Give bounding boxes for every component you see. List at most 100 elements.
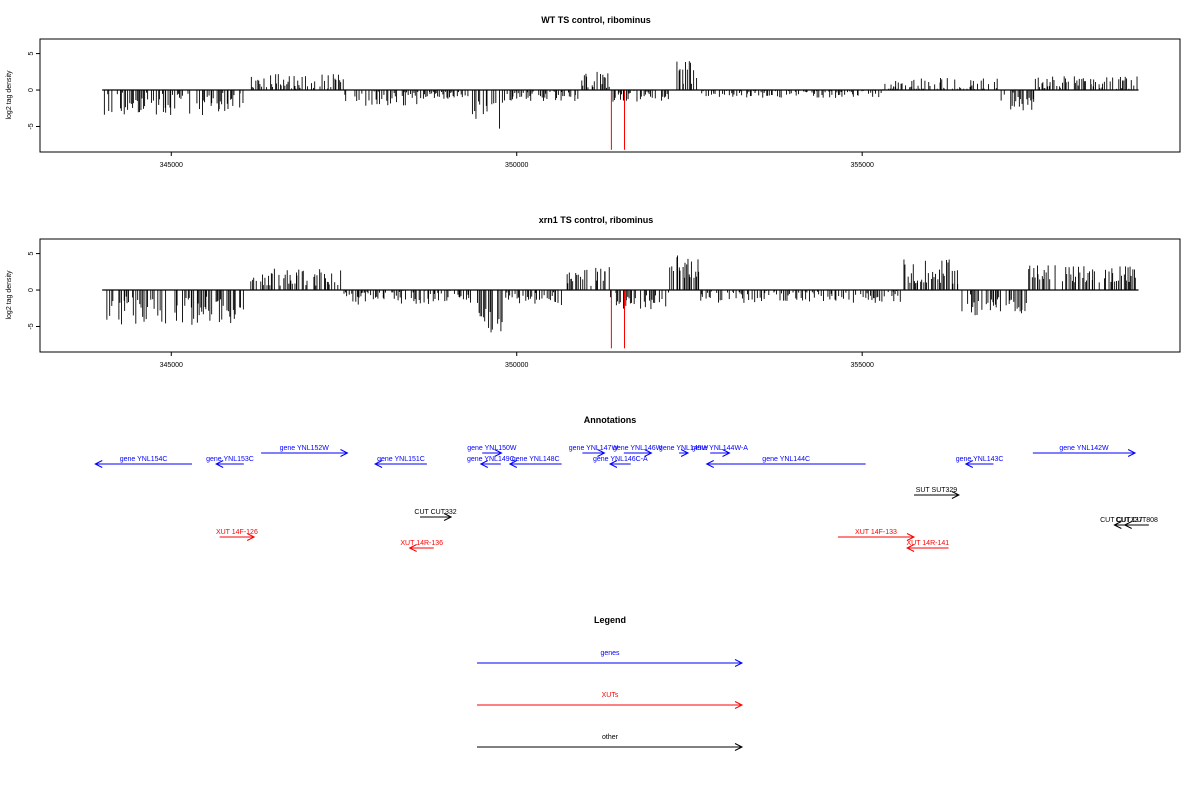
annotation-label: SUT SUT329 [916, 487, 958, 494]
arrow-head [608, 460, 618, 468]
arrow-head [215, 460, 224, 468]
arrow-head [1123, 521, 1132, 529]
wt-density-panel: WT TS control, ribominus log2 tag densit… [6, 15, 1181, 169]
legend-label: other [602, 734, 619, 741]
arrow-head [373, 460, 383, 468]
annotation-label: gene YNL148C [512, 456, 560, 463]
panel-title: WT TS control, ribominus [541, 15, 651, 25]
x-axis: 345000 350000 355000 [160, 151, 874, 169]
y-axis-label: log2 tag density [6, 270, 13, 320]
legend-entry: genes [477, 650, 744, 667]
xrn1-density-panel: xrn1 TS control, ribominus log2 tag dens… [6, 215, 1181, 369]
annotation-label: XUT 14F-126 [216, 529, 258, 536]
legend-entry: XUTs [477, 692, 744, 709]
annotation-feature: gene YNL153C [206, 456, 254, 468]
arrow-head [644, 449, 653, 457]
arrow-head [734, 743, 744, 751]
annotation-feature: XUT 14R-136 [400, 540, 443, 552]
annotation-feature: gene YNL144C [705, 456, 866, 468]
annotation-feature: CUT CUT332 [414, 509, 457, 521]
annotation-label: gene YNL147W [569, 445, 619, 452]
arrow-head [964, 460, 974, 468]
annotation-label: gene YNL149C [467, 456, 515, 463]
y-tick-label: 0 [28, 88, 35, 92]
annotation-feature: gene YNL143C [956, 456, 1004, 468]
arrow-head [680, 449, 690, 457]
annotation-label: gene YNL145W [659, 445, 709, 452]
y-axis: -5 0 5 [28, 52, 41, 130]
arrow-head [443, 513, 453, 521]
annotation-feature: gene YNL149C [467, 456, 515, 468]
annotation-label: CUT CUT337 [1100, 517, 1142, 524]
y-tick-label: -5 [28, 323, 35, 329]
annotation-feature: gene YNL150W [467, 445, 517, 457]
legend-title: Legend [594, 615, 626, 625]
annotation-feature: SUT SUT329 [914, 487, 961, 499]
annotation-label: XUT 14F-133 [855, 529, 897, 536]
highlighted-bars [610, 90, 626, 150]
arrow-head [1127, 449, 1137, 457]
annotation-feature: gene YNL154C [94, 456, 192, 468]
annotation-features: gene YNL154C gene YNL153C gene YNL152W gene… [94, 445, 1158, 552]
highlighted-bars [610, 290, 626, 349]
annotation-label: gene YNL144C [762, 456, 810, 463]
legend-label: XUTs [602, 692, 619, 699]
density-bars [103, 61, 1138, 129]
annotations-track: Annotations gene YNL154C gene YNL153Cgene… [94, 415, 1158, 552]
x-tick-label: 350000 [505, 362, 528, 369]
annotation-feature: XUT 14R-141 [905, 540, 949, 552]
y-tick-label: 5 [28, 52, 35, 56]
arrow-head [734, 701, 744, 709]
arrow-head [508, 460, 518, 468]
annotation-label: gene YNL152W [280, 445, 330, 452]
arrow-head [1113, 521, 1122, 529]
x-tick-label: 355000 [851, 362, 874, 369]
panel-title: xrn1 TS control, ribominus [539, 215, 654, 225]
annotation-label: CUT CUT332 [414, 509, 456, 516]
legend-entries: genes XUTs other [477, 650, 744, 751]
density-bars [106, 255, 1136, 333]
arrow-head [340, 449, 349, 457]
legend-entry: other [477, 734, 744, 751]
arrow-head [905, 544, 915, 552]
arrow-head [906, 533, 916, 541]
annotation-label: gene YNL151C [377, 456, 425, 463]
annotation-feature: XUT 14F-126 [216, 529, 258, 541]
y-tick-label: 5 [28, 252, 35, 256]
annotation-label: XUT 14R-136 [400, 540, 443, 547]
x-axis: 345000 350000 355000 [160, 351, 874, 369]
annotation-feature: gene YNL145W [659, 445, 709, 457]
annotation-feature: gene YNL146C-A [593, 456, 648, 468]
annotation-feature: gene YNL146W [613, 445, 663, 457]
annotation-feature: XUT 14F-133 [838, 529, 916, 541]
annotation-label: gene YNL146C-A [593, 456, 648, 463]
annotation-feature: gene YNL152W [261, 445, 349, 457]
arrow-head [705, 460, 714, 468]
arrow-head [722, 449, 731, 457]
annotation-label: gene YNL143C [956, 456, 1004, 463]
arrow-head [408, 544, 417, 552]
y-tick-label: -5 [28, 123, 35, 129]
annotations-title: Annotations [584, 415, 637, 425]
annotation-label: CUT CUT808 [1116, 517, 1158, 524]
annotation-label: gene YNL142W [1059, 445, 1109, 452]
arrow-head [951, 491, 961, 499]
annotation-feature: gene YNL142W [1032, 445, 1137, 457]
y-axis: -5 0 5 [28, 252, 41, 330]
x-tick-label: 345000 [160, 162, 183, 169]
legend-label: genes [600, 650, 620, 657]
annotation-label: gene YNL146W [613, 445, 663, 452]
x-tick-label: 350000 [505, 162, 528, 169]
arrow-head [479, 460, 489, 468]
annotation-label: gene YNL144W-A [692, 445, 748, 452]
annotation-label: gene YNL153C [206, 456, 254, 463]
y-tick-label: 0 [28, 288, 35, 292]
x-tick-label: 355000 [851, 162, 874, 169]
arrow-head [494, 449, 503, 457]
annotation-feature: gene YNL144W-A [692, 445, 748, 457]
arrow-head [94, 460, 103, 468]
annotation-feature: gene YNL148C [508, 456, 562, 468]
annotation-feature: CUT CUT808 [1116, 517, 1158, 529]
arrow-head [597, 449, 606, 457]
arrow-head [734, 659, 744, 667]
